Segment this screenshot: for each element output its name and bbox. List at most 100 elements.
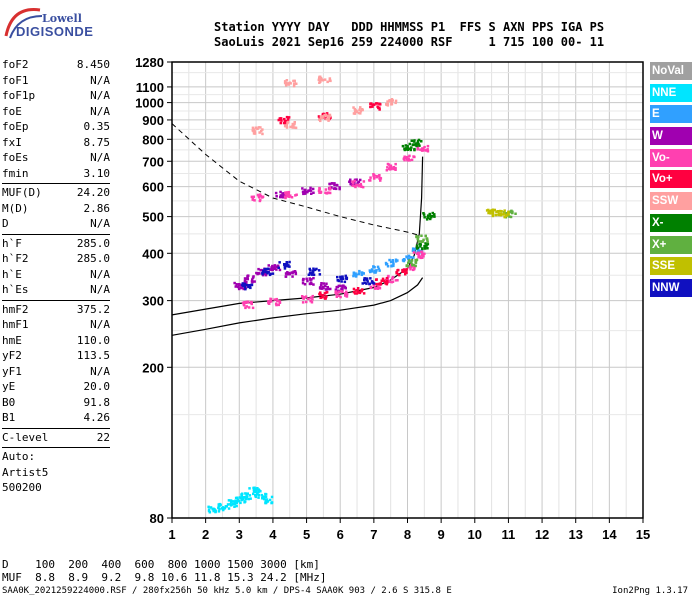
echo-point-x [426,242,430,246]
echo-point-vo [417,255,420,259]
echo-point-w [310,192,313,195]
echo-point-w [281,195,284,198]
echo-point-vo [284,122,287,125]
echo-point-vo [345,290,348,294]
echo-point-vo [355,183,358,187]
echo-point-ssw [319,119,322,123]
echo-point-vo [270,300,273,303]
echo-point-vo [280,119,283,122]
echo-point-nne [239,501,242,505]
echo-point-sse [500,210,503,213]
param-label: foEp [2,120,29,133]
legend-item: NNE [650,83,692,102]
echo-point-w [264,273,268,277]
echo-point-nnw [288,265,291,268]
echo-point-vo [396,272,400,276]
echo-point-vo [409,268,412,271]
echo-point-nne [257,490,260,494]
echo-point-x [425,237,428,240]
echo-point-nne [219,503,222,507]
echo-point-nne [236,498,240,502]
echo-point-w [301,187,304,190]
echo-point-w [312,283,315,286]
source-info: SAA0K_2021259224000.RSF / 280fx256h 50 k… [2,586,452,596]
echo-point-nnw [336,279,340,282]
x-tick-label: 12 [535,527,549,542]
param-row: 500200 [2,481,110,497]
echo-point-ssw [319,76,322,80]
echo-point-vo [319,190,323,194]
echo-point-ssw [324,113,328,117]
echo-point-x [416,139,420,143]
echo-point-vo [257,196,261,199]
echo-point-x [422,238,425,242]
echo-point-w [270,266,273,269]
echo-point-w [278,268,282,272]
echo-point-ssw [390,100,393,104]
param-label: Artist5 [2,465,49,479]
polarization-legend: NoVal NNE E W Vo- Vo+ SSW X- X+ SSE NNW [650,62,692,301]
echo-point-e [412,256,415,259]
echo-point-vo [340,290,343,293]
echo-point-x [414,258,417,262]
echo-point-x [401,144,405,148]
echo-point-nne [254,495,258,498]
echo-point-w [333,187,337,190]
echo-point-e [355,274,358,277]
param-label: h`F [2,236,22,250]
echo-point-nne [257,496,260,499]
echo-point-vo [380,279,383,282]
echo-point-ssw [352,112,356,115]
echo-point-ssw [253,132,257,135]
echo-point-x [415,235,418,239]
echo-point-vo [416,145,420,148]
param-row: Artist5 [2,466,110,482]
echo-point-nne [270,495,274,499]
echo-point-vo [253,199,256,202]
echo-point-e [388,258,391,262]
echo-point-vo [388,168,392,171]
x-tick-label: 11 [502,527,516,542]
echo-point-nnw [365,277,369,280]
y-tick-label: 700 [142,154,164,169]
echo-point-w [327,287,330,291]
echo-point-nnw [262,270,265,274]
echo-point-ssw [292,84,296,88]
echo-point-nnw [248,285,252,288]
param-row: M(D) 2.86 [2,202,110,218]
echo-point-ssw [253,128,256,131]
echo-point-e [362,272,365,275]
echo-point-vo [325,295,328,298]
param-value: N/A [90,364,110,378]
echo-point-vo [379,103,382,106]
echo-point-nnw [312,273,316,276]
echo-point-w [336,285,339,289]
echo-point-x [407,261,410,265]
echo-point-ssw [260,129,263,133]
echo-point-vo [317,189,321,192]
x-tick-label: 10 [468,527,482,542]
echo-point-x [428,212,431,216]
echo-point-vo [286,194,290,197]
echo-point-ssw [357,111,361,115]
echo-point-vo [319,293,323,296]
echo-point-nnw [312,267,315,270]
echo-point-nne [260,493,264,497]
logo-digisonde-text: DIGISONDE [16,24,94,39]
echo-point-x [426,215,429,219]
echo-point-vo [361,185,365,189]
echo-point-x [431,211,434,215]
echo-point-vo [415,252,419,255]
echo-point-e [409,256,413,259]
echo-point-sse [507,210,510,214]
echo-point-x [410,259,414,262]
echo-point-e [407,254,411,258]
echo-point-nnw [283,265,287,268]
echo-point-e [385,263,388,266]
echo-point-nne [244,497,248,501]
echo-point-nnw [267,267,270,270]
echo-point-x [403,148,407,152]
echo-point-vo [345,292,349,296]
echo-point-vo [375,175,379,179]
param-row: h`E N/A [2,268,110,284]
